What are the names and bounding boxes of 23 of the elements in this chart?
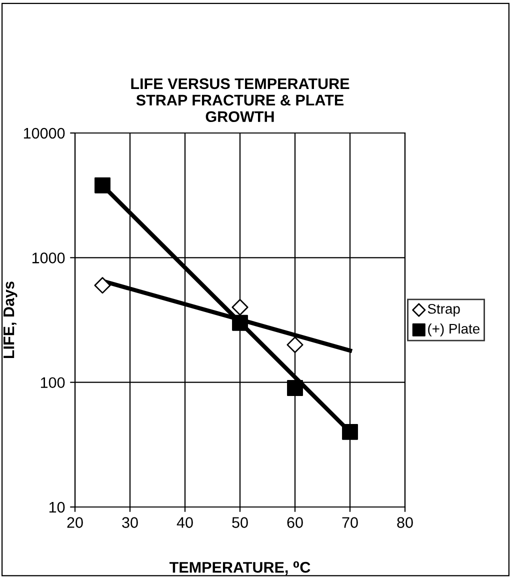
point — [287, 380, 303, 396]
legend-label: Strap — [428, 304, 460, 317]
x-tick-label: 70 — [342, 517, 358, 528]
point — [286, 336, 304, 354]
x-tick-label: 80 — [397, 517, 413, 528]
legend-label: (+) Plate — [428, 323, 480, 336]
x-tick-label: 20 — [67, 517, 83, 528]
y-axis-title: LIFE, Days — [4, 282, 18, 358]
point — [342, 424, 358, 440]
chart-title: LIFE VERSUS TEMPERATURE STRAP FRACTURE & PLATE GROWTH — [131, 78, 350, 122]
x-axis-title: TEMPERATURE, ⁰C — [169, 561, 310, 575]
y-tick-label: 10000 — [24, 128, 65, 139]
point — [94, 277, 111, 294]
x-tick-label: 30 — [122, 517, 138, 528]
point — [94, 177, 110, 194]
y-tick-label: 100 — [40, 377, 65, 388]
point — [232, 298, 248, 316]
x-tick-label: 60 — [287, 517, 303, 528]
point — [232, 314, 248, 331]
x-tick-label: 50 — [232, 517, 248, 528]
y-tick-label: 1000 — [32, 252, 65, 264]
x-tick-label: 40 — [176, 517, 193, 528]
y-tick-label: 10 — [49, 502, 65, 513]
